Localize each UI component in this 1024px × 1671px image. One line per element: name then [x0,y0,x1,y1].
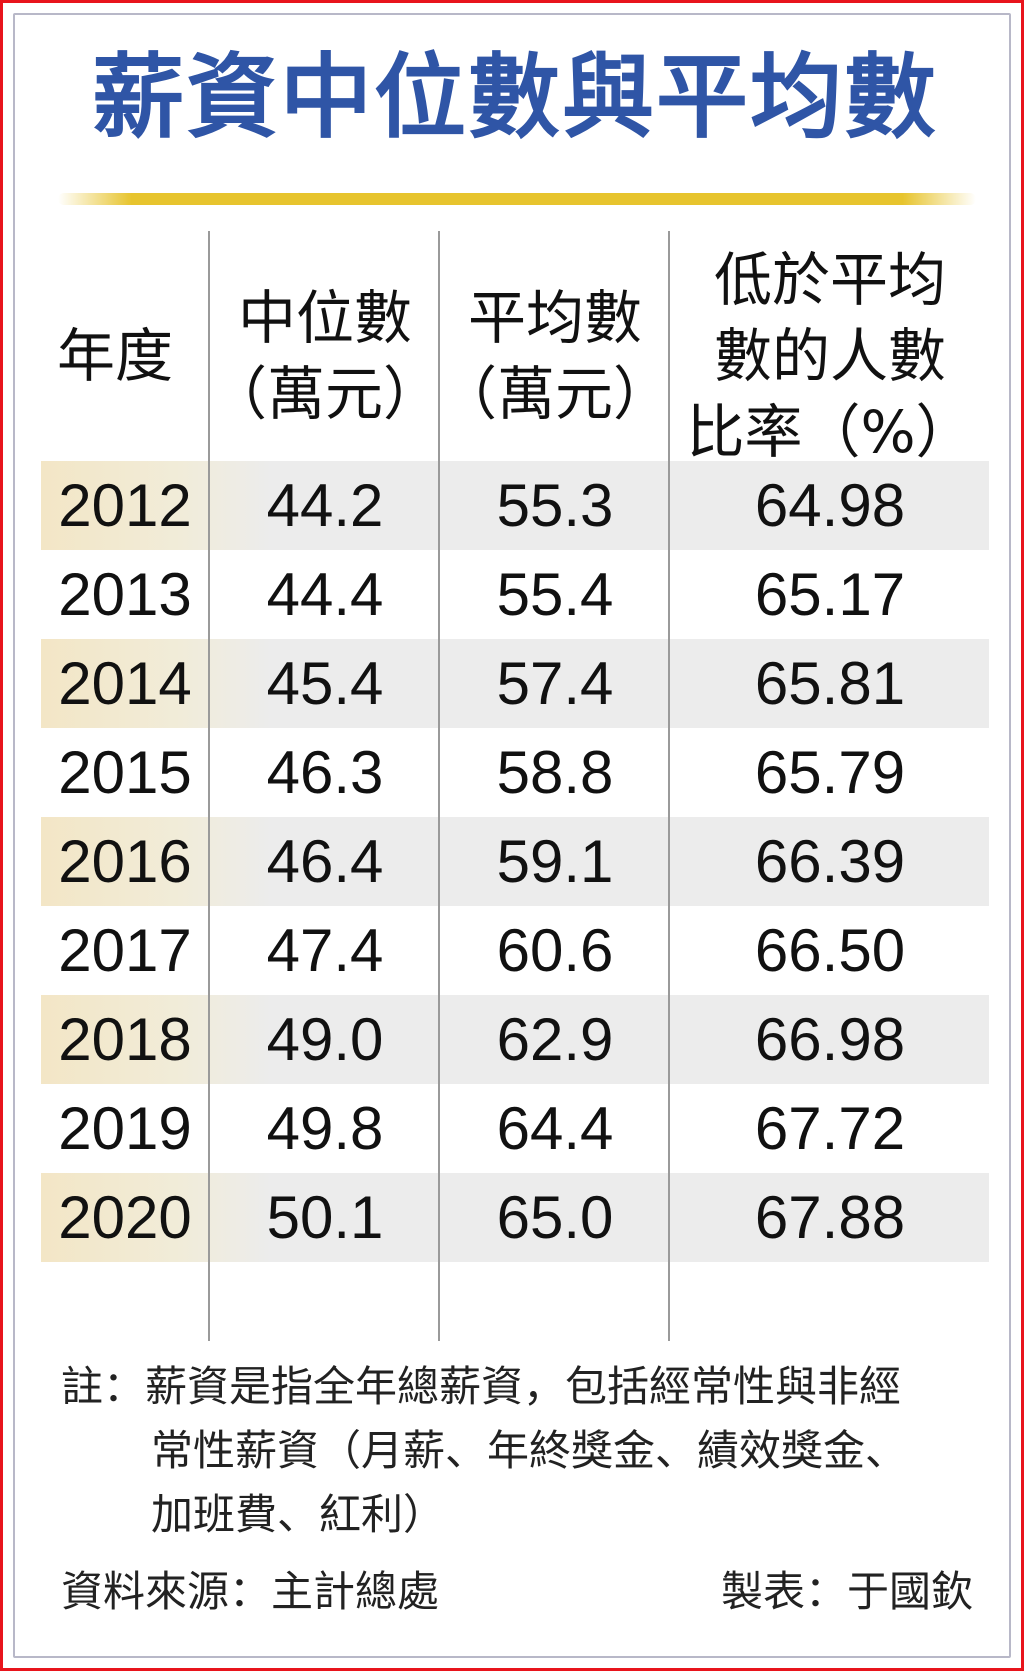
header-line: （萬元） [439,360,672,428]
year-cell: 2017 [58,917,192,984]
below-pct-cell: 67.72 [754,1095,906,1162]
below-pct-cell: 67.88 [754,1184,906,1251]
median-cell: 46.3 [266,739,384,806]
median-cell: 45.4 [266,650,384,717]
footnote-line: 加班費、紅利） [151,1490,446,1539]
mean-cell: 65.0 [496,1184,614,1251]
year-cell: 2020 [58,1184,192,1251]
mean-cell: 62.9 [496,1006,614,1073]
table-row: 2019 49.8 64.4 67.72 [41,1084,989,1173]
mean-cell: 60.6 [496,917,614,984]
below-pct-cell: 64.98 [754,472,906,539]
below-pct-cell: 66.98 [754,1006,906,1073]
table-row: 2017 47.4 60.6 66.50 [41,906,989,995]
table-row: 2016 46.4 59.1 66.39 [41,817,989,906]
table-row: 2015 46.3 58.8 65.79 [41,728,989,817]
mean-cell: 64.4 [496,1095,614,1162]
table-maker: 製表：于國欽 [720,1567,973,1616]
column-divider [668,231,670,1341]
year-cell: 2015 [58,739,192,806]
year-cell: 2016 [58,828,192,895]
below-pct-cell: 65.17 [754,561,906,628]
inner-border [13,13,1011,1658]
column-divider [208,231,210,1341]
header-year: 年度 [41,231,209,481]
year-cell: 2012 [58,472,192,539]
footer: 資料來源：主計總處 製表：于國欽 [61,1558,973,1618]
table-row: 2018 49.0 62.9 66.98 [41,995,989,1084]
median-cell: 44.4 [266,561,384,628]
header-line: 年度 [57,322,174,390]
header-line: 中位數 [237,284,412,352]
median-cell: 49.8 [266,1095,384,1162]
mean-cell: 55.3 [496,472,614,539]
header-line: 數的人數 [713,322,946,390]
median-cell: 50.1 [266,1184,384,1251]
below-pct-cell: 66.39 [754,828,906,895]
below-pct-cell: 65.79 [754,739,906,806]
mean-cell: 55.4 [496,561,614,628]
table-row: 2014 45.4 57.4 65.81 [41,639,989,728]
page-title: 薪資中位數與平均數 [91,44,938,151]
title-underline [58,193,976,205]
year-cell: 2018 [58,1006,192,1073]
median-cell: 49.0 [266,1006,384,1073]
header-below-pct: 低於平均數的人數比率（%） [671,231,989,481]
footnote: 註：薪資是指全年總薪資，包括經常性與非經 常性薪資（月薪、年終獎金、績效獎金、 … [61,1355,981,1547]
median-cell: 46.4 [266,828,384,895]
footnote-line: 註：薪資是指全年總薪資，包括經常性與非經 [61,1362,902,1411]
year-cell: 2014 [58,650,192,717]
year-cell: 2019 [58,1095,192,1162]
below-pct-cell: 65.81 [754,650,906,717]
data-source: 資料來源：主計總處 [61,1567,440,1616]
footnote-line: 常性薪資（月薪、年終獎金、績效獎金、 [151,1426,908,1475]
header-line: 低於平均 [713,246,946,314]
mean-cell: 58.8 [496,739,614,806]
table-row: 2020 50.1 65.0 67.88 [41,1173,989,1262]
header-line: 比率（%） [686,398,974,466]
header-line: 平均數 [467,284,642,352]
median-cell: 47.4 [266,917,384,984]
header-mean: 平均數 （萬元） [439,231,672,481]
column-divider [438,231,440,1341]
header-median: 中位數 （萬元） [209,231,442,481]
table-row: 2012 44.2 55.3 64.98 [41,461,989,550]
mean-cell: 59.1 [496,828,614,895]
median-cell: 44.2 [266,472,384,539]
below-pct-cell: 66.50 [754,917,906,984]
table-row: 2013 44.4 55.4 65.17 [41,550,989,639]
mean-cell: 57.4 [496,650,614,717]
year-cell: 2013 [58,561,192,628]
header-line: （萬元） [209,360,442,428]
